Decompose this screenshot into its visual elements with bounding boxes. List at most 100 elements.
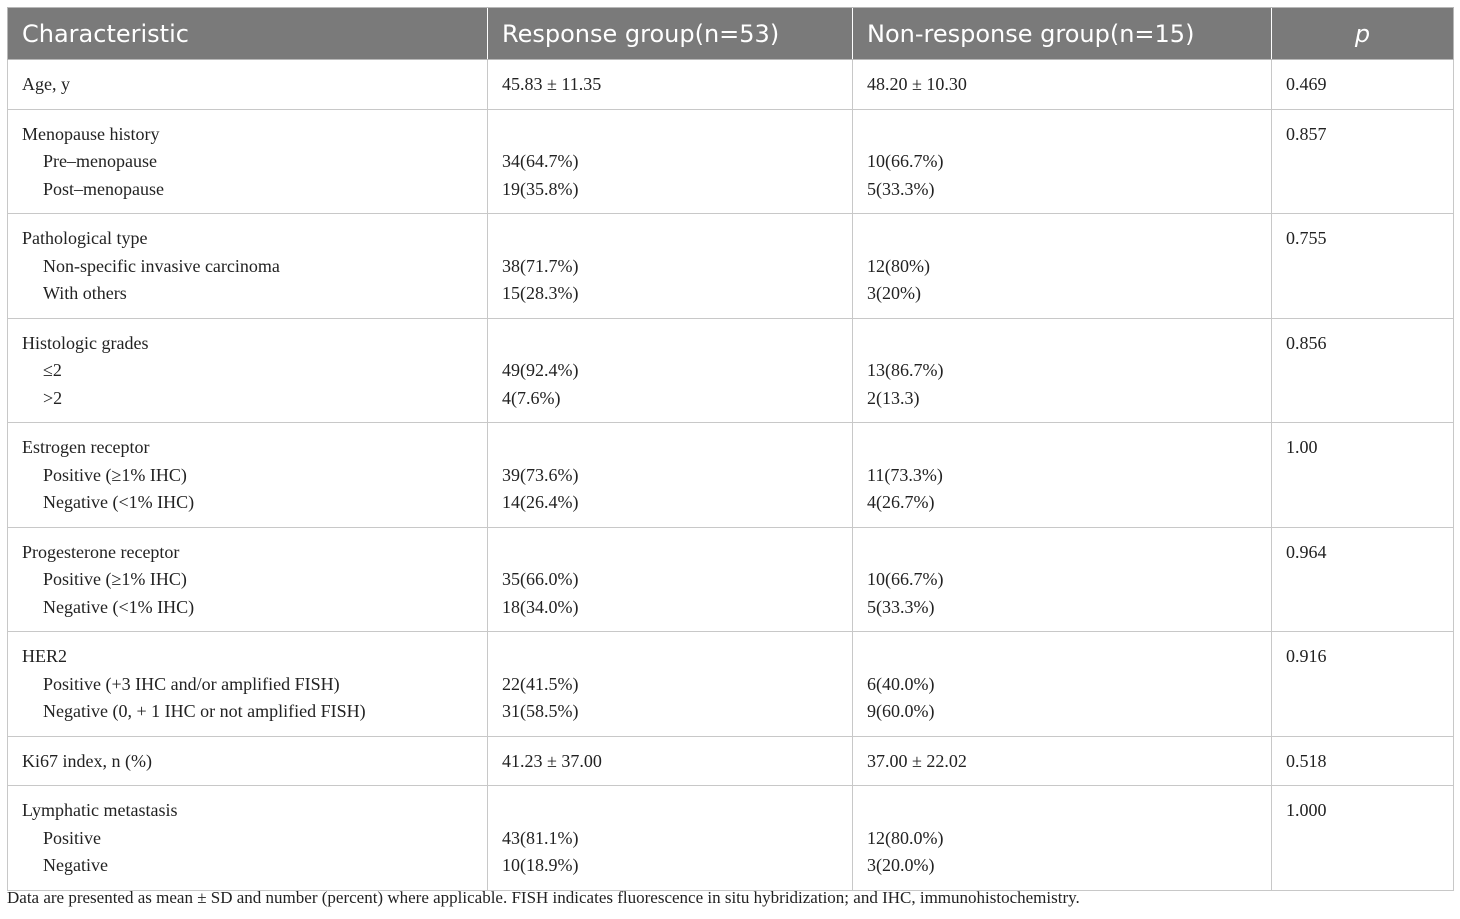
response-group-cell: 35(66.0%) 18(34.0%) xyxy=(487,526,853,632)
cell-value: 10(66.7%) xyxy=(867,569,944,589)
p-value-cell: 0.916 xyxy=(1271,631,1454,737)
p-value: 0.964 xyxy=(1286,541,1327,562)
response-group-cell: 22(41.5%) 31(58.5%) xyxy=(487,631,853,737)
cell-value: 6(40.0%) xyxy=(867,673,935,694)
p-value: 0.856 xyxy=(1286,332,1327,353)
characteristic-cell: Pathological type Non-specific invasive c… xyxy=(7,213,488,319)
characteristic-subcategory: Negative (<1% IHC) xyxy=(43,492,195,512)
table-row: Age, y 45.83 ± 11.35 48.20 ± 10.30 0.469 xyxy=(7,59,1454,110)
characteristic-cell: Menopause history Pre–menopause Post–menop… xyxy=(7,108,488,214)
cell-value: 3(20%) xyxy=(867,283,921,303)
cell-value: 13(86.7%) xyxy=(867,360,944,380)
non-response-group-cell: 12(80%) 3(20%) xyxy=(852,213,1272,319)
table-row: Lymphatic metastasis Positive Negative 43(8… xyxy=(7,785,1454,891)
cell-value: 5(33.3%) xyxy=(867,596,935,617)
cell-value: 43(81.1%) xyxy=(502,827,579,848)
characteristic-label: Lymphatic metastasis xyxy=(22,800,178,820)
non-response-group-cell: 13(86.7%) 2(13.3) xyxy=(852,317,1272,423)
cell-value: 4(7.6%) xyxy=(502,387,561,408)
header-row: Characteristic Response group(n=53) Non-… xyxy=(7,7,1454,60)
response-group-cell: 49(92.4%) 4(7.6%) xyxy=(487,317,853,423)
cell-value: 5(33.3%) xyxy=(867,178,935,199)
table-row: Estrogen receptor Positive (≥1% IHC) Negat… xyxy=(7,422,1454,528)
response-group-cell: 38(71.7%) 15(28.3%) xyxy=(487,213,853,319)
table-body: Age, y 45.83 ± 11.35 48.20 ± 10.30 0.469 Men… xyxy=(7,59,1454,891)
characteristic-subcategory: Negative (<1% IHC) xyxy=(43,596,195,617)
cell-value: 48.20 ± 10.30 xyxy=(867,74,967,94)
characteristic-label: Ki67 index, n (%) xyxy=(22,750,152,771)
p-value-cell: 1.00 xyxy=(1271,422,1454,528)
characteristic-label: Estrogen receptor xyxy=(22,437,150,457)
p-value-cell: 1.000 xyxy=(1271,785,1454,891)
characteristic-subcategory: Positive (≥1% IHC) xyxy=(43,464,187,485)
characteristic-cell: Estrogen receptor Positive (≥1% IHC) Negat… xyxy=(7,422,488,528)
table-row: HER2 Positive (+3 IHC and/or amplified FI… xyxy=(7,631,1454,737)
cell-value: 10(66.7%) xyxy=(867,151,944,171)
response-group-cell: 39(73.6%) 14(26.4%) xyxy=(487,422,853,528)
p-value-cell: 0.856 xyxy=(1271,317,1454,423)
header-characteristic: Characteristic xyxy=(7,7,488,60)
cell-value: 18(34.0%) xyxy=(502,596,579,617)
table-row: Histologic grades ≤2 >2 49(92.4%) 4(7.6%) 13(… xyxy=(7,317,1454,423)
header-non-response-group: Non-response group(n=15) xyxy=(852,7,1272,60)
table-row: Progesterone receptor Positive (≥1% IHC) N… xyxy=(7,526,1454,632)
table-row: Ki67 index, n (%) 41.23 ± 37.00 37.00 ± 22… xyxy=(7,735,1454,786)
characteristics-table: Characteristic Response group(n=53) Non-… xyxy=(7,7,1454,891)
cell-value: 2(13.3) xyxy=(867,387,920,408)
cell-value: 41.23 ± 37.00 xyxy=(502,750,602,771)
characteristic-subcategory: Pre–menopause xyxy=(43,151,157,171)
p-value: 0.916 xyxy=(1286,646,1327,666)
p-value: 0.469 xyxy=(1286,74,1327,94)
characteristic-subcategory: Non-specific invasive carcinoma xyxy=(43,255,280,276)
response-group-cell: 34(64.7%) 19(35.8%) xyxy=(487,108,853,214)
header-p-value: p xyxy=(1271,7,1454,60)
cell-value: 31(58.5%) xyxy=(502,701,579,721)
characteristic-cell: Progesterone receptor Positive (≥1% IHC) N… xyxy=(7,526,488,632)
data-table-container: Characteristic Response group(n=53) Non-… xyxy=(7,7,1454,891)
characteristic-cell: Lymphatic metastasis Positive Negative xyxy=(7,785,488,891)
cell-value: 11(73.3%) xyxy=(867,464,943,485)
p-value-cell: 0.857 xyxy=(1271,108,1454,214)
non-response-group-cell: 12(80.0%) 3(20.0%) xyxy=(852,785,1272,891)
table-row: Menopause history Pre–menopause Post–menop… xyxy=(7,108,1454,214)
characteristic-subcategory: Post–menopause xyxy=(43,178,164,199)
cell-value: 15(28.3%) xyxy=(502,283,579,303)
characteristic-subcategory: Positive xyxy=(43,827,102,848)
characteristic-cell: Age, y xyxy=(7,59,488,110)
p-value: 0.518 xyxy=(1286,750,1327,771)
non-response-group-cell: 10(66.7%) 5(33.3%) xyxy=(852,108,1272,214)
cell-value: 22(41.5%) xyxy=(502,673,579,694)
response-group-cell: 41.23 ± 37.00 xyxy=(487,735,853,786)
cell-value: 45.83 ± 11.35 xyxy=(502,74,602,94)
table-footnote: Data are presented as mean ± SD and numb… xyxy=(7,888,1080,907)
p-value: 1.000 xyxy=(1286,800,1327,820)
characteristic-label: Progesterone receptor xyxy=(22,541,180,562)
characteristic-subcategory: Negative (0, + 1 IHC or not amplified FI… xyxy=(43,701,366,721)
characteristic-cell: HER2 Positive (+3 IHC and/or amplified FI… xyxy=(7,631,488,737)
characteristic-subcategory: >2 xyxy=(43,387,63,408)
cell-value: 9(60.0%) xyxy=(867,701,935,721)
p-value: 0.857 xyxy=(1286,123,1327,144)
characteristic-subcategory: Negative xyxy=(43,855,108,875)
p-value-cell: 0.518 xyxy=(1271,735,1454,786)
characteristic-label: Pathological type xyxy=(22,228,148,248)
characteristic-subcategory: ≤2 xyxy=(43,360,62,380)
response-group-cell: 43(81.1%) 10(18.9%) xyxy=(487,785,853,891)
characteristic-label: Menopause history xyxy=(22,123,160,144)
non-response-group-cell: 11(73.3%) 4(26.7%) xyxy=(852,422,1272,528)
cell-value: 49(92.4%) xyxy=(502,360,579,380)
p-value: 1.00 xyxy=(1286,437,1318,457)
cell-value: 35(66.0%) xyxy=(502,569,579,589)
cell-value: 34(64.7%) xyxy=(502,151,579,171)
cell-value: 19(35.8%) xyxy=(502,178,579,199)
non-response-group-cell: 48.20 ± 10.30 xyxy=(852,59,1272,110)
characteristic-label: Age, y xyxy=(22,74,70,94)
cell-value: 14(26.4%) xyxy=(502,492,579,512)
non-response-group-cell: 37.00 ± 22.02 xyxy=(852,735,1272,786)
characteristic-subcategory: Positive (+3 IHC and/or amplified FISH) xyxy=(43,673,340,694)
p-value-cell: 0.964 xyxy=(1271,526,1454,632)
characteristic-cell: Histologic grades ≤2 >2 xyxy=(7,317,488,423)
p-value-cell: 0.469 xyxy=(1271,59,1454,110)
cell-value: 12(80.0%) xyxy=(867,827,944,848)
cell-value: 3(20.0%) xyxy=(867,855,935,875)
